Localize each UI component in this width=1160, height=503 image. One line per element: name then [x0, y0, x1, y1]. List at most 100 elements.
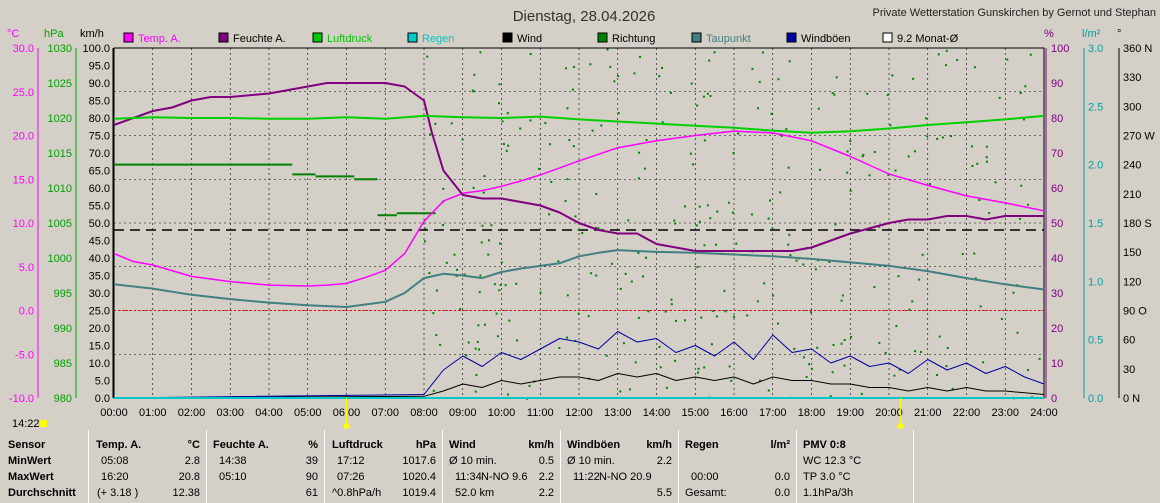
axis-tick-label: 60: [1123, 335, 1135, 347]
direction-dot: [571, 88, 574, 91]
pressure-max: 1020.4: [402, 471, 436, 483]
direction-dot: [684, 319, 687, 322]
legend-swatch: [597, 32, 608, 43]
direction-dot: [831, 371, 834, 374]
direction-dot: [814, 268, 817, 271]
humidity-min-time: 14:38: [219, 455, 247, 467]
direction-dot: [757, 107, 760, 110]
direction-dot: [424, 227, 427, 230]
direction-dot: [789, 254, 792, 257]
humidity-max: 90: [305, 471, 318, 483]
legend-swatch: [882, 32, 893, 43]
direction-dot: [810, 311, 813, 314]
direction-dot: [450, 122, 453, 125]
direction-dot: [831, 92, 834, 95]
direction-dot: [1019, 91, 1022, 94]
temp-avg-note: (+ 3.18 ): [97, 487, 139, 499]
direction-dot: [482, 191, 485, 194]
direction-dot: [622, 342, 625, 345]
direction-dot: [988, 212, 991, 215]
humidity-max-time: 05:10: [219, 471, 247, 483]
direction-dot: [833, 93, 836, 96]
direction-dot: [587, 315, 590, 318]
direction-dot: [767, 217, 770, 220]
direction-dot: [434, 122, 437, 125]
direction-dot: [507, 144, 510, 147]
rain-total: 0.0: [774, 487, 790, 499]
direction-dot: [974, 277, 977, 280]
direction-dot: [675, 319, 678, 322]
direction-dot: [732, 152, 735, 155]
direction-dot: [728, 365, 731, 368]
x-tick-label: 01:00: [139, 407, 167, 419]
direction-dot: [763, 282, 766, 285]
direction-dot: [459, 308, 462, 311]
direction-dot: [642, 275, 645, 278]
temp-min: 2.8: [184, 455, 200, 467]
direction-dot: [1012, 291, 1015, 294]
direction-dot: [506, 393, 509, 396]
direction-dot: [808, 363, 811, 366]
direction-dot: [832, 344, 835, 347]
direction-dot: [1026, 368, 1029, 371]
x-tick-label: 23:00: [991, 407, 1019, 419]
direction-dot: [868, 174, 871, 177]
direction-dot: [703, 366, 706, 369]
direction-dot: [1022, 118, 1025, 121]
temp-max-time: 16:20: [101, 471, 129, 483]
direction-dot: [780, 134, 783, 137]
x-tick-label: 02:00: [178, 407, 206, 419]
direction-dot: [779, 191, 782, 194]
direction-dot: [751, 67, 754, 70]
direction-dot: [661, 66, 664, 69]
direction-dot: [714, 243, 717, 246]
direction-dot: [891, 74, 894, 77]
direction-dot: [846, 150, 849, 153]
direction-dot: [500, 261, 503, 264]
direction-dot: [985, 145, 988, 148]
legend-label: Feuchte A.: [233, 33, 286, 45]
direction-dot: [478, 291, 481, 294]
direction-dot: [487, 253, 490, 256]
axis-tick-label: -5.0: [15, 349, 34, 361]
sun-marker: [897, 423, 904, 429]
direction-dot: [658, 345, 661, 348]
x-tick-label: 13:00: [604, 407, 632, 419]
direction-dot: [638, 151, 641, 154]
pmv-dewpoint: TP 3.0 °C: [803, 471, 851, 483]
direction-dot: [439, 343, 442, 346]
direction-dot: [971, 145, 974, 148]
direction-dot: [465, 354, 468, 357]
axis-tick-label: 70.0: [89, 148, 110, 160]
direction-dot: [998, 96, 1001, 99]
direction-dot: [441, 224, 444, 227]
direction-dot: [473, 73, 476, 76]
axis-tick-label: -10.0: [9, 393, 34, 405]
axis-unit: °: [1117, 28, 1121, 40]
direction-dot: [683, 205, 686, 208]
axis-tick-label: 55.0: [89, 201, 110, 213]
series-temp-a: [113, 130, 1045, 287]
direction-dot: [894, 169, 897, 172]
axis-tick-label: 90.0: [89, 78, 110, 90]
direction-dot: [793, 347, 796, 350]
direction-dot: [861, 155, 864, 158]
legend-swatch: [786, 32, 797, 43]
row-max: MaxWert: [8, 471, 54, 483]
direction-dot: [505, 149, 508, 152]
direction-dot: [860, 392, 863, 395]
direction-dot: [1006, 58, 1009, 61]
direction-dot: [463, 273, 466, 276]
direction-dot: [802, 356, 805, 359]
direction-dot: [850, 336, 853, 339]
direction-dot: [696, 265, 699, 268]
axis-tick-label: 10.0: [89, 358, 110, 370]
series-windböen: [113, 331, 1045, 399]
direction-dot: [862, 153, 865, 156]
direction-dot: [985, 160, 988, 163]
direction-dot: [918, 278, 921, 281]
direction-dot: [435, 334, 438, 337]
axis-tick-label: 50: [1051, 218, 1063, 230]
direction-dot: [645, 256, 648, 259]
axis-tick-label: 90 O: [1123, 306, 1147, 318]
